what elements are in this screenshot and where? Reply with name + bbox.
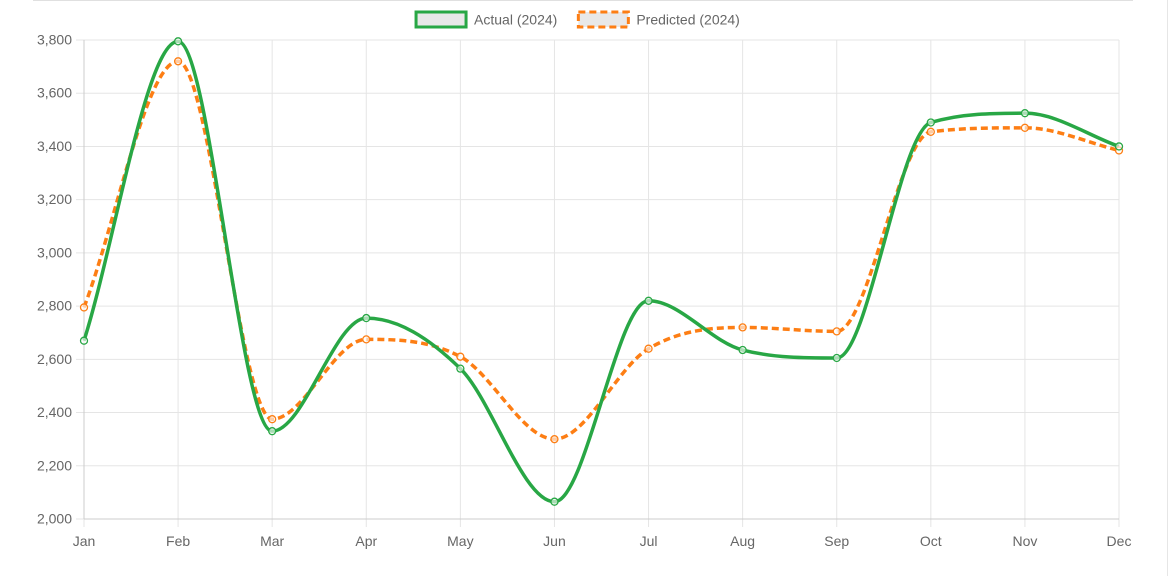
x-tick-label: Mar [260, 533, 284, 549]
x-tick-label: Jan [73, 533, 96, 549]
data-point-predicted-2024-jun[interactable] [550, 435, 559, 444]
data-point-actual-2024-jun[interactable] [550, 497, 559, 506]
data-point-predicted-2024-oct[interactable] [926, 127, 935, 136]
legend-label-actual-2024: Actual (2024) [474, 12, 557, 28]
data-point-actual-2024-jan[interactable] [79, 336, 89, 345]
data-point-actual-2024-nov[interactable] [1020, 109, 1030, 118]
x-tick-label: Dec [1107, 533, 1132, 549]
data-point-predicted-2024-nov[interactable] [1020, 123, 1030, 132]
y-tick-label: 2,400 [37, 404, 72, 420]
legend-item-predicted-2024[interactable]: Predicted (2024) [576, 10, 740, 29]
y-tick-label: 3,800 [37, 32, 72, 48]
legend: Actual (2024) Predicted (2024) [414, 10, 740, 29]
y-tick-label: 2,000 [37, 511, 72, 527]
data-point-actual-2024-oct[interactable] [926, 118, 935, 127]
y-tick-label: 2,800 [37, 298, 72, 314]
series-line-predicted-2024 [82, 59, 1120, 441]
data-point-predicted-2024-mar[interactable] [268, 415, 277, 424]
top-divider [33, 0, 1133, 1]
y-tick-label: 2,600 [37, 351, 72, 367]
data-point-predicted-2024-may[interactable] [456, 352, 465, 361]
data-point-actual-2024-jul[interactable] [644, 296, 653, 305]
series-lines [82, 39, 1120, 504]
x-tick-label: Oct [920, 533, 942, 549]
y-tick-label: 2,200 [37, 457, 72, 473]
y-tick-label: 3,400 [37, 138, 72, 154]
data-point-actual-2024-mar[interactable] [268, 427, 277, 436]
data-point-predicted-2024-jan[interactable] [79, 303, 89, 312]
series-line-actual-2024 [82, 39, 1120, 504]
data-point-predicted-2024-apr[interactable] [362, 335, 371, 344]
legend-swatch-predicted-2024 [576, 10, 630, 29]
data-point-actual-2024-apr[interactable] [362, 313, 371, 323]
data-point-predicted-2024-aug[interactable] [738, 323, 747, 332]
y-tick-label: 3,600 [37, 85, 72, 101]
legend-swatch-actual-2024 [414, 10, 468, 29]
y-tick-label: 3,000 [37, 244, 72, 260]
x-tick-label: Feb [166, 533, 190, 549]
x-tick-label: Sep [824, 533, 849, 549]
legend-label-predicted-2024: Predicted (2024) [636, 12, 740, 28]
x-tick-label: Jul [640, 533, 658, 549]
right-divider [1167, 0, 1168, 576]
data-point-predicted-2024-sep[interactable] [832, 327, 841, 336]
data-point-actual-2024-aug[interactable] [738, 345, 747, 355]
x-tick-label: Aug [730, 533, 755, 549]
x-tick-label: May [447, 533, 473, 549]
x-tick-label: Apr [355, 533, 377, 549]
y-tick-label: 3,200 [37, 191, 72, 207]
series-points [79, 37, 1124, 506]
data-point-predicted-2024-jul[interactable] [644, 344, 653, 353]
data-point-predicted-2024-feb[interactable] [173, 57, 183, 66]
data-point-actual-2024-feb[interactable] [173, 37, 183, 46]
legend-item-actual-2024[interactable]: Actual (2024) [414, 10, 557, 29]
x-tick-label: Nov [1012, 533, 1037, 549]
data-point-actual-2024-may[interactable] [456, 364, 465, 373]
x-tick-label: Jun [543, 533, 566, 549]
data-point-actual-2024-sep[interactable] [832, 353, 841, 363]
axes: 2,000 2,200 2,400 2,600 2,800 3,000 3,200 3,400… [37, 32, 1132, 550]
data-point-actual-2024-dec[interactable] [1114, 142, 1124, 151]
